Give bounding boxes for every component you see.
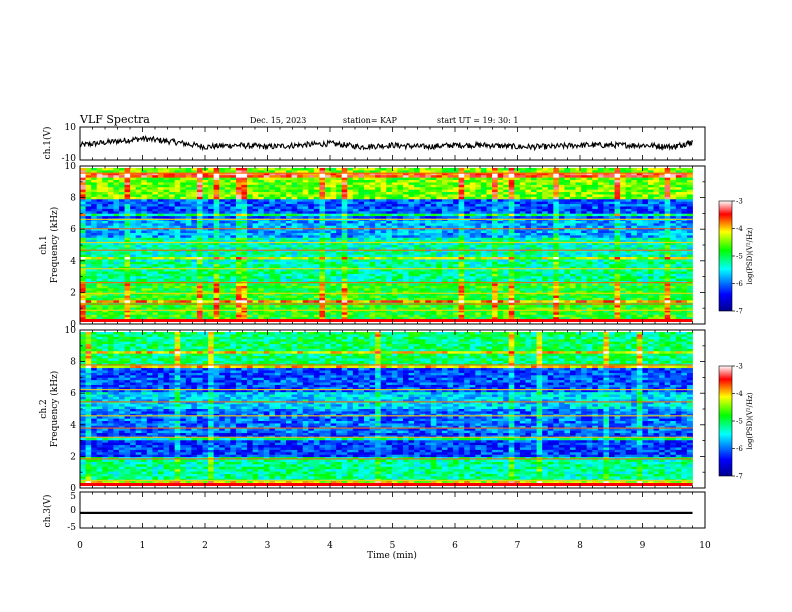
colorbar-tick-label: -7: [736, 308, 743, 316]
x-tick-label: 1: [140, 541, 146, 551]
colorbar-tick-label: -4: [736, 390, 743, 398]
spectrogram-y-tick-label: 10: [65, 326, 77, 336]
ch2-spectrogram-image: [80, 332, 693, 486]
colorbar-tick-label: -4: [736, 225, 743, 233]
ch1-waveform-line: [79, 135, 694, 152]
ch1-colorbar-gradient: [718, 200, 733, 312]
spectrogram-y-tick-label: 0: [70, 484, 76, 494]
ch1-spectrogram-ylabel-channel: ch.1: [39, 235, 49, 254]
ch1-spectrogram-panel: ch.1 Frequency (kHz): [39, 165, 706, 325]
ch2-spectrogram-ylabel-frequency: Frequency (kHz): [49, 371, 60, 448]
ch3-ytick-mid: 0: [70, 506, 76, 516]
ch1-colorbar-label: log(PSD)(V²/Hz): [746, 227, 754, 284]
colorbar-ticks: -3 -4 -5 -6 -7 -3 -4 -5 -6 -7: [732, 198, 743, 481]
colorbar-tick-label: -5: [736, 253, 743, 261]
x-tick-label: 4: [327, 541, 333, 551]
x-tick-label: 0: [77, 541, 83, 551]
spectrogram-y-tick-label: 6: [70, 389, 76, 399]
ch3-ylabel: ch.3(V): [42, 495, 53, 528]
ch2-colorbar-gradient: [718, 365, 733, 477]
spectrogram-y-tick-label: 8: [70, 194, 76, 204]
ch2-spectrogram-ylabel-channel: ch.2: [39, 399, 49, 418]
ch1-waveform-panel: 10 -10 ch.1(V): [42, 123, 706, 164]
ch1-ytick-bottom: -10: [62, 154, 77, 164]
colorbar-tick-label: -3: [736, 198, 743, 206]
x-tick-label: 3: [265, 541, 271, 551]
ch2-colorbar: log(PSD)(V²/Hz): [718, 365, 754, 477]
axis-ticks: [79, 127, 706, 528]
ch1-spectrogram-ylabel-frequency: Frequency (kHz): [49, 207, 60, 284]
colorbar-tick-label: -6: [736, 280, 743, 288]
spectrogram-y-tick-label: 2: [70, 288, 76, 298]
ch2-colorbar-label: log(PSD)(V²/Hz): [746, 392, 754, 449]
ch3-ytick-top: 5: [70, 492, 76, 502]
ch1-ylabel: ch.1(V): [42, 127, 53, 160]
ch1-ytick-top: 10: [65, 123, 77, 133]
ch1-spectrogram-image: [80, 168, 693, 322]
spectrogram-y-tick-label: 4: [70, 421, 76, 431]
x-axis-label: Time (min): [367, 550, 417, 561]
start-time-label: start UT = 19: 30: 1: [437, 116, 518, 125]
ch3-waveform-panel: 5 0 -5 ch.3(V): [42, 491, 706, 533]
x-tick-label: 9: [640, 541, 646, 551]
date-label: Dec. 15, 2023: [250, 116, 306, 125]
spectrogram-y-tick-label: 2: [70, 452, 76, 462]
colorbar-tick-label: -3: [736, 363, 743, 371]
figure-title: VLF Spectra: [79, 113, 150, 126]
x-tick-label: 7: [515, 541, 521, 551]
x-tick-label: 5: [390, 541, 396, 551]
ch3-waveform-frame: [79, 491, 706, 529]
spectrogram-y-tick-label: 6: [70, 225, 76, 235]
x-tick-label: 2: [202, 541, 208, 551]
ch3-waveform-signal: [80, 511, 693, 514]
x-tick-label: 8: [577, 541, 583, 551]
ch3-ytick-bottom: -5: [67, 523, 76, 533]
spectrogram-y-tick-label: 0: [70, 320, 76, 330]
colorbar-tick-label: -7: [736, 473, 743, 481]
spectrogram-y-tick-label: 8: [70, 358, 76, 368]
colorbar-tick-label: -5: [736, 418, 743, 426]
ch2-spectrogram-panel: ch.2 Frequency (kHz): [39, 329, 706, 489]
colorbar-tick-label: -6: [736, 445, 743, 453]
x-tick-label: 10: [699, 541, 711, 551]
spectrogram-y-tick-label: 4: [70, 257, 76, 267]
spectrogram-y-tick-label: 10: [65, 162, 77, 172]
station-label: station= KAP: [343, 116, 398, 125]
x-tick-label: 6: [452, 541, 458, 551]
